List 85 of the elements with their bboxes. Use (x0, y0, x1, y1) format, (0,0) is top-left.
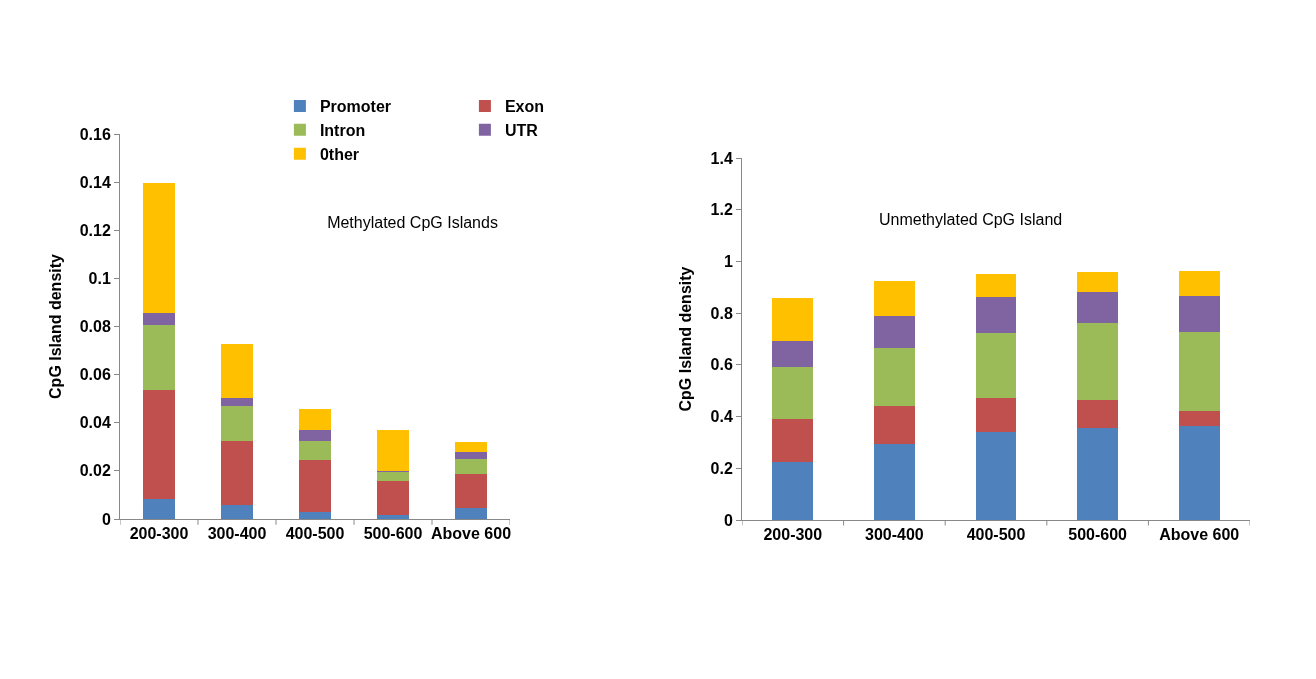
bar (1178, 295, 1220, 333)
x-tick-label: 200-300 (763, 526, 823, 544)
y-tick-label: 0.6 (710, 356, 733, 374)
bar (377, 429, 409, 471)
bar (221, 344, 253, 398)
bar (143, 498, 175, 519)
bar (874, 315, 915, 349)
x-tick-label: 300-400 (865, 526, 924, 544)
bar (975, 333, 1017, 399)
bar (1077, 323, 1118, 400)
x-tick-label: Above 600 (1159, 526, 1240, 544)
bar (455, 459, 487, 474)
bar (975, 274, 1017, 298)
bar (874, 405, 915, 444)
y-tick-label: 0.04 (79, 414, 111, 432)
bar (772, 298, 814, 342)
y-tick-label: 0.8 (710, 304, 733, 322)
bar (299, 440, 331, 461)
bar (455, 442, 487, 452)
y-tick-label: 1.2 (710, 201, 733, 219)
bar (874, 348, 915, 406)
y-tick-label: 0.12 (79, 221, 111, 239)
bar (299, 430, 331, 441)
bar (975, 297, 1017, 334)
legend-label: Exon (504, 98, 545, 116)
bar (1178, 270, 1220, 296)
bar (874, 443, 915, 520)
y-tick-label: 0.02 (79, 462, 111, 480)
legend-label: 0ther (319, 145, 360, 163)
x-tick-label: 400-500 (285, 525, 345, 543)
bar (1178, 332, 1220, 411)
y-axis-title: CpG Island density (677, 266, 695, 412)
bar (1178, 426, 1220, 520)
bar (221, 440, 253, 505)
y-tick-label: 0.14 (79, 173, 111, 191)
legend-label: Promoter (319, 98, 392, 116)
bar (1077, 427, 1118, 520)
bar (1077, 399, 1118, 428)
bar (143, 325, 175, 391)
y-tick-label: 0.2 (710, 459, 733, 477)
bar (299, 511, 331, 519)
bar (455, 508, 487, 519)
y-tick-label: 0 (723, 511, 733, 529)
bar (772, 341, 814, 368)
bar (143, 313, 175, 326)
y-tick-label: 1 (723, 253, 733, 271)
x-tick-label: Above 600 (430, 525, 512, 543)
y-tick-label: 0.06 (79, 366, 111, 384)
bar (299, 409, 331, 431)
bar (455, 473, 487, 509)
y-tick-label: 1.4 (710, 149, 733, 167)
bar (1077, 271, 1118, 292)
bar (377, 480, 409, 515)
bar (377, 514, 409, 519)
y-tick-label: 0.4 (710, 408, 733, 426)
bar (299, 460, 331, 512)
bar (975, 398, 1017, 433)
bar (221, 504, 253, 519)
y-tick-label: 0.1 (88, 269, 111, 287)
text: Unmethylated CpG Island (879, 211, 1063, 229)
y-tick-label: 0.08 (79, 318, 111, 336)
bar (772, 462, 814, 520)
bar (221, 406, 253, 441)
bar (143, 390, 175, 499)
bar (455, 451, 487, 460)
legend-label: UTR (504, 122, 539, 140)
bar (143, 183, 175, 314)
bar (772, 419, 814, 463)
x-tick-label: 300-400 (207, 525, 267, 543)
bar (874, 280, 915, 316)
y-tick-label: 0 (101, 510, 111, 528)
bar (1077, 291, 1118, 324)
x-tick-label: 200-300 (129, 525, 189, 543)
bar (1178, 410, 1220, 427)
x-tick-label: 500-600 (363, 525, 423, 543)
x-tick-label: 400-500 (966, 526, 1026, 544)
text: Methylated CpG Islands (327, 214, 498, 232)
y-axis-title: CpG Island density (46, 253, 64, 399)
bar (772, 367, 814, 420)
bar (377, 471, 409, 481)
x-tick-label: 500-600 (1068, 526, 1128, 544)
legend-label: Intron (319, 122, 366, 140)
y-tick-label: 0.16 (79, 125, 111, 143)
bar (221, 397, 253, 407)
bar (975, 432, 1017, 520)
